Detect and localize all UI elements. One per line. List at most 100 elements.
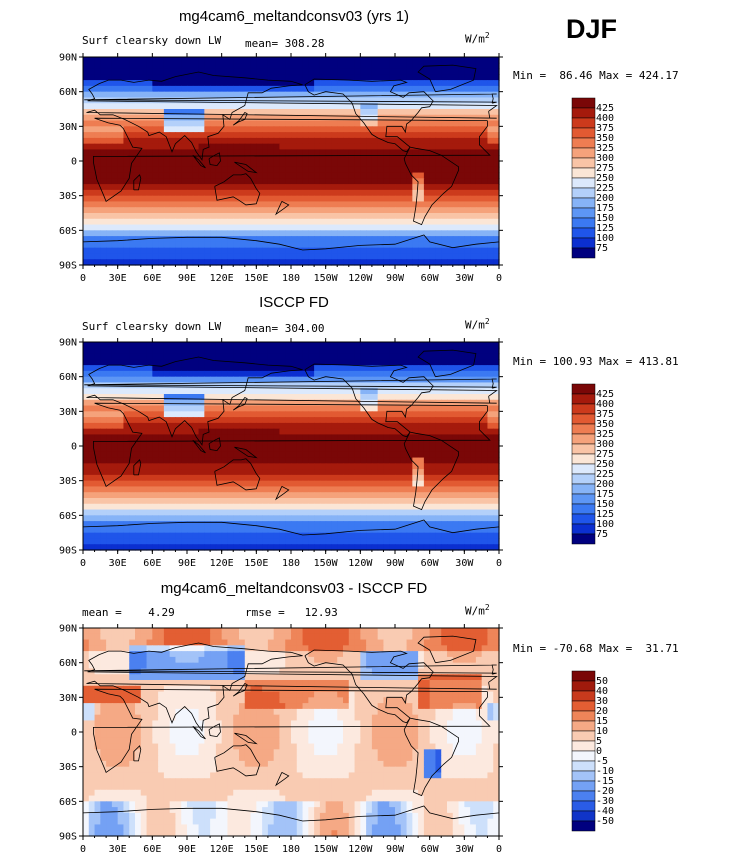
colorbar-label: -50 bbox=[596, 816, 614, 827]
colorbar-label: 200 bbox=[596, 193, 614, 204]
panel-3-left-label: mean = 4.29 bbox=[82, 606, 175, 619]
colorbar-swatch bbox=[571, 790, 596, 802]
colorbar-swatch bbox=[571, 690, 596, 702]
colorbar-swatch bbox=[571, 187, 596, 199]
x-tick-label: 180 bbox=[282, 273, 300, 284]
colorbar-label: 250 bbox=[596, 459, 614, 470]
colorbar-label: -15 bbox=[596, 776, 614, 787]
colorbar-label: 300 bbox=[596, 153, 614, 164]
colorbar-label: 225 bbox=[596, 183, 614, 194]
y-tick-label: 90S bbox=[59, 261, 77, 272]
colorbar-label: 200 bbox=[596, 479, 614, 490]
y-tick-label: 30S bbox=[59, 476, 77, 487]
x-tick-label: 0 bbox=[80, 273, 86, 284]
colorbar-swatch bbox=[571, 533, 596, 545]
colorbar-swatch bbox=[571, 413, 596, 425]
coastlines bbox=[82, 635, 500, 822]
y-tick-label: 0 bbox=[71, 442, 77, 453]
colorbar-swatch bbox=[571, 383, 596, 395]
colorbar-label: 225 bbox=[596, 469, 614, 480]
colorbar-swatch bbox=[571, 710, 596, 722]
colorbar-label: 375 bbox=[596, 123, 614, 134]
x-tick-label: 120E bbox=[210, 844, 234, 855]
y-tick-label: 90N bbox=[59, 338, 77, 349]
panel-3-minmax: Min = -70.68 Max = 31.71 bbox=[513, 642, 679, 655]
y-tick-label: 30N bbox=[59, 122, 77, 133]
colorbar-swatch bbox=[571, 820, 596, 832]
colorbar-label: 100 bbox=[596, 233, 614, 244]
colorbar-label: 325 bbox=[596, 143, 614, 154]
field-layer bbox=[83, 342, 500, 551]
colorbar-label: 0 bbox=[596, 746, 602, 757]
x-tick-label: 0 bbox=[496, 844, 502, 855]
colorbar-swatch bbox=[571, 137, 596, 149]
panel-3-units: W/m2 bbox=[465, 603, 490, 618]
colorbar-swatch bbox=[571, 117, 596, 129]
season-label: DJF bbox=[566, 14, 618, 44]
colorbar-swatch bbox=[571, 680, 596, 692]
colorbar-swatch bbox=[571, 513, 596, 525]
colorbar-label: 150 bbox=[596, 213, 614, 224]
x-tick-label: 0 bbox=[80, 844, 86, 855]
panel-1-left-label: Surf clearsky down LW bbox=[82, 34, 222, 47]
colorbar-swatch bbox=[571, 730, 596, 742]
colorbar-swatch bbox=[571, 473, 596, 485]
x-tick-label: 150W bbox=[314, 273, 339, 284]
y-tick-label: 90S bbox=[59, 832, 77, 843]
panel-2-center-label: mean= 304.00 bbox=[245, 322, 325, 335]
colorbar-label: 50 bbox=[596, 676, 608, 687]
x-tick-label: 150W bbox=[314, 844, 339, 855]
y-tick-label: 0 bbox=[71, 157, 77, 168]
panel-1-title: mg4cam6_meltandconsv03 (yrs 1) bbox=[178, 8, 410, 25]
y-tick-label: 30N bbox=[59, 407, 77, 418]
colorbar-swatch bbox=[571, 760, 596, 772]
x-tick-label: 60E bbox=[143, 273, 161, 284]
colorbar-swatch bbox=[571, 227, 596, 239]
colorbar-label: 75 bbox=[596, 529, 608, 540]
x-tick-label: 90E bbox=[178, 273, 196, 284]
colorbar-label: 10 bbox=[596, 726, 608, 737]
colorbar-swatch bbox=[571, 157, 596, 169]
x-tick-label: 90W bbox=[386, 558, 405, 569]
x-tick-label: 120W bbox=[348, 558, 373, 569]
colorbar-label: 425 bbox=[596, 103, 614, 114]
colorbar-swatch bbox=[571, 97, 596, 109]
colorbar-label: 15 bbox=[596, 716, 608, 727]
colorbar-label: 125 bbox=[596, 223, 614, 234]
x-tick-label: 60W bbox=[421, 558, 440, 569]
panel-1-map: 0 30E 60E 90E 120E 150E 180 150W 120W 90W 60W 30W 09… bbox=[59, 53, 503, 284]
panel-1-units: W/m2 bbox=[465, 31, 490, 46]
colorbar-swatch bbox=[571, 810, 596, 822]
colorbar-swatch bbox=[571, 393, 596, 405]
y-tick-label: 30S bbox=[59, 762, 77, 773]
colorbar-label: 400 bbox=[596, 113, 614, 124]
x-tick-label: 120E bbox=[210, 558, 234, 569]
colorbar-label: -40 bbox=[596, 806, 614, 817]
colorbar-swatch bbox=[571, 483, 596, 495]
colorbar-label: 350 bbox=[596, 133, 614, 144]
colorbar-swatch bbox=[571, 207, 596, 219]
y-tick-label: 60N bbox=[59, 87, 77, 98]
colorbar-label: 400 bbox=[596, 399, 614, 410]
x-tick-label: 30E bbox=[109, 273, 127, 284]
colorbar-swatch bbox=[571, 720, 596, 732]
panel-2-title: ISCCP FD bbox=[259, 294, 329, 311]
y-tick-label: 30S bbox=[59, 191, 77, 202]
colorbar-label: 5 bbox=[596, 736, 602, 747]
colorbar-swatch bbox=[571, 523, 596, 535]
x-tick-label: 0 bbox=[80, 558, 86, 569]
colorbar-label: 175 bbox=[596, 489, 614, 500]
x-tick-label: 0 bbox=[496, 558, 502, 569]
colorbar-swatch bbox=[571, 107, 596, 119]
colorbar-label: -20 bbox=[596, 786, 614, 797]
x-tick-label: 30E bbox=[109, 844, 127, 855]
colorbar-swatch bbox=[571, 177, 596, 189]
x-tick-label: 60E bbox=[143, 558, 161, 569]
y-tick-label: 60N bbox=[59, 658, 77, 669]
colorbar-label: 275 bbox=[596, 163, 614, 174]
x-tick-label: 0 bbox=[496, 273, 502, 284]
y-tick-label: 60S bbox=[59, 797, 77, 808]
colorbar-swatch bbox=[571, 197, 596, 209]
x-tick-label: 30W bbox=[455, 273, 474, 284]
